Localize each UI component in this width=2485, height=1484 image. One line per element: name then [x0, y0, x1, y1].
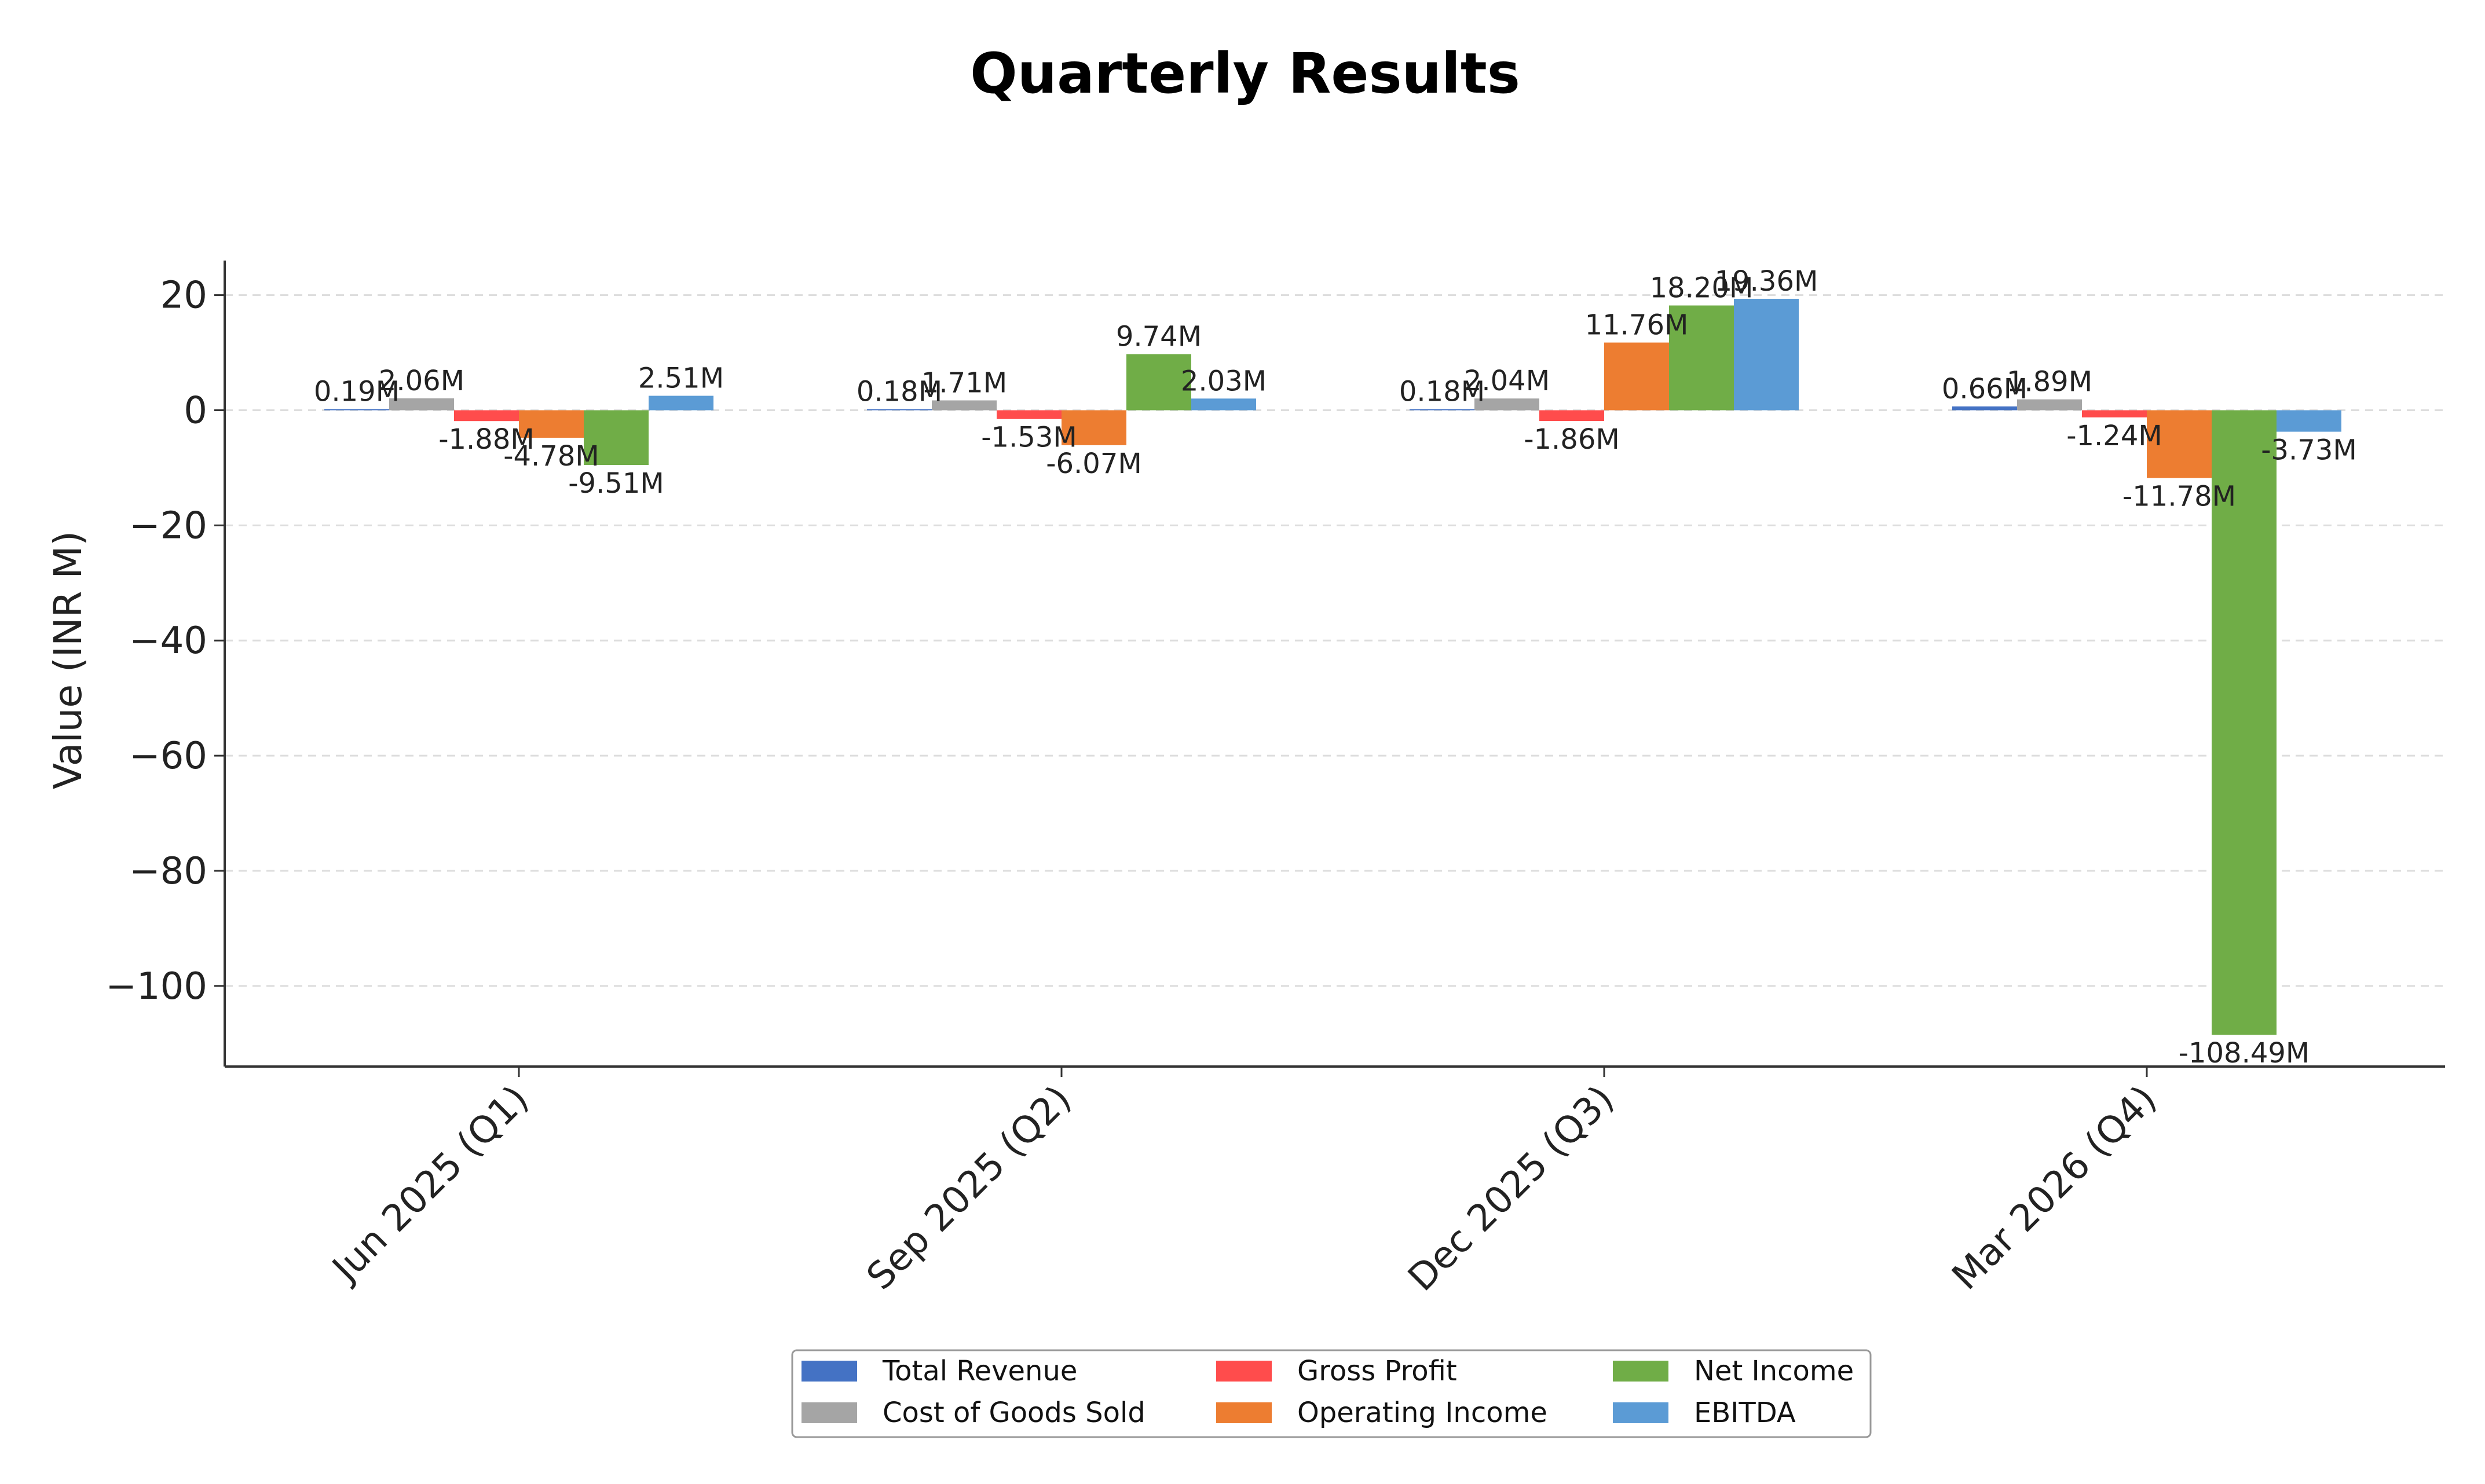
- legend-swatch: [802, 1361, 857, 1382]
- legend-label: Gross Profit: [1297, 1355, 1457, 1387]
- bar: [997, 410, 1062, 419]
- bar: [454, 410, 519, 422]
- data-label: 9.74M: [1116, 321, 1202, 353]
- data-label: -3.73M: [2261, 434, 2357, 467]
- bar: [2277, 410, 2341, 432]
- bar: [649, 395, 713, 411]
- bar: [932, 400, 997, 411]
- y-tick-label: −20: [129, 504, 207, 547]
- data-label: -4.78M: [503, 440, 599, 472]
- legend-swatch: [802, 1402, 857, 1423]
- bar: [324, 409, 389, 411]
- bar: [389, 398, 454, 411]
- legend-label: EBITDA: [1694, 1397, 1796, 1429]
- x-tick-label: Dec 2025 (Q3): [1400, 1078, 1623, 1300]
- data-label: -11.78M: [2122, 481, 2236, 513]
- legend-box: [791, 1349, 1872, 1438]
- bar: [2082, 410, 2147, 417]
- x-tick-label: Sep 2025 (Q2): [859, 1078, 1079, 1298]
- bar: [1734, 299, 1799, 411]
- legend-label: Operating Income: [1297, 1397, 1547, 1429]
- bar: [867, 409, 932, 411]
- bar: [1952, 406, 2017, 411]
- data-label: -6.07M: [1046, 448, 1142, 480]
- data-label: 1.71M: [921, 367, 1007, 400]
- legend-label: Total Revenue: [882, 1355, 1077, 1387]
- legend-swatch: [1613, 1402, 1668, 1423]
- legend-label: Cost of Goods Sold: [883, 1397, 1145, 1429]
- legend-swatch: [1216, 1402, 1272, 1423]
- data-label: 18.20M: [1650, 272, 1754, 305]
- data-label: -1.86M: [1524, 423, 1620, 456]
- bar: [1539, 410, 1604, 422]
- data-label: 11.76M: [1585, 309, 1689, 342]
- bar: [584, 410, 649, 466]
- y-tick-label: −80: [129, 850, 207, 893]
- data-label: 0.18M: [857, 376, 942, 408]
- data-label: -1.53M: [981, 422, 1077, 454]
- bar: [1474, 398, 1539, 411]
- bar: [1126, 354, 1191, 411]
- bar: [1062, 410, 1126, 445]
- chart-title: Quarterly Results: [970, 41, 1520, 106]
- data-label: 0.18M: [1399, 376, 1485, 408]
- bar: [519, 410, 584, 438]
- data-label: -108.49M: [2179, 1037, 2310, 1069]
- bar: [2017, 399, 2082, 411]
- x-tick-label: Jun 2025 (Q1): [323, 1078, 537, 1292]
- grid-lines: [225, 294, 2445, 987]
- data-label: 0.66M: [1942, 373, 2027, 405]
- data-label: -9.51M: [568, 467, 664, 500]
- bar: [1669, 305, 1734, 411]
- y-tick-label: 20: [160, 274, 207, 317]
- bar: [1604, 342, 1669, 411]
- y-tick-label: 0: [184, 390, 207, 433]
- legend-label: Net Income: [1694, 1355, 1854, 1387]
- data-label: 2.03M: [1181, 365, 1267, 397]
- y-axis-label: Value (INR M): [46, 531, 90, 789]
- legend: Total Revenue Cost of Goods Sold Gross Pro…: [791, 1349, 1872, 1438]
- bars: [324, 299, 2341, 1035]
- data-label: 2.06M: [379, 365, 464, 397]
- bar: [2212, 410, 2277, 1035]
- data-label: -1.24M: [2066, 420, 2162, 452]
- data-label: 0.19M: [314, 376, 400, 408]
- data-label: 2.51M: [638, 362, 724, 395]
- data-label: 19.36M: [1715, 265, 1818, 298]
- data-label: -1.88M: [438, 423, 535, 456]
- legend-swatch: [1216, 1361, 1272, 1382]
- bar: [1191, 398, 1256, 411]
- y-tick-label: −100: [105, 965, 207, 1008]
- data-labels: 0.19M 0.18M 0.18M 0.66M 2.06M 1.71M 2.04M 1.89M…: [314, 265, 2357, 1069]
- bar: [2147, 410, 2212, 478]
- x-tick-label: Mar 2026 (Q4): [1944, 1078, 2165, 1298]
- bar: [1410, 409, 1474, 411]
- legend-swatch: [1613, 1361, 1668, 1382]
- data-label: 1.89M: [2007, 366, 2092, 398]
- y-tick-label: −60: [129, 735, 207, 778]
- y-tick-label: −40: [129, 620, 207, 662]
- data-label: 2.04M: [1464, 365, 1550, 397]
